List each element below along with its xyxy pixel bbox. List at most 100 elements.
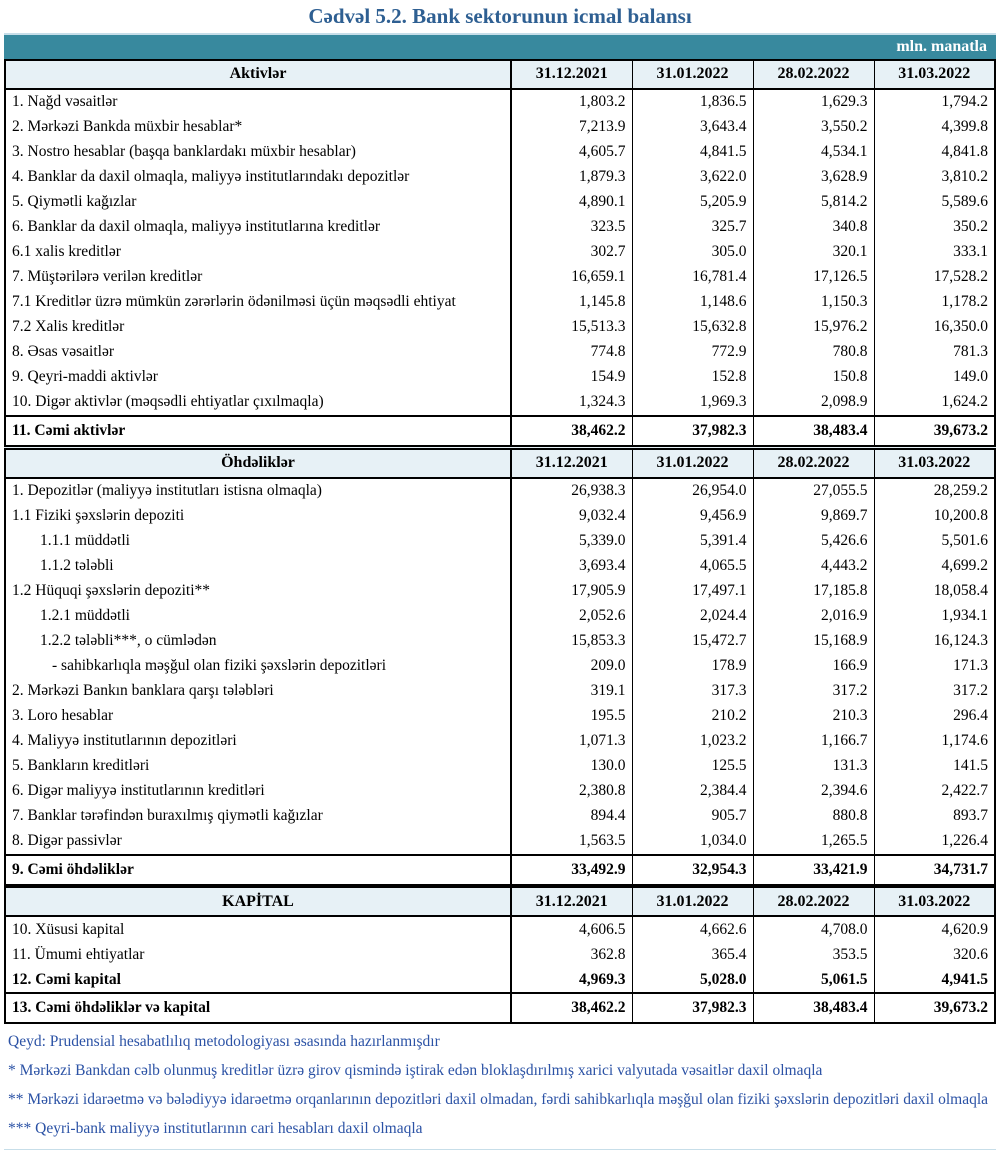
cell-value: 33,492.9 [510,853,632,885]
table-row: 8. Əsas vəsaitlər 774.8 772.9 780.8 781.3 [5,339,995,365]
cell-value: 3,550.2 [752,114,874,140]
table-row: 1. Depozitlər (maliyyə institutları isti… [5,477,995,504]
header-row: KAPİTAL 31.12.2021 31.01.2022 28.02.2022 31.… [5,887,995,918]
cell-value: 320.1 [752,239,874,265]
cell-value: 27,055.5 [752,477,874,504]
cell-value: 4,841.5 [631,139,753,165]
cell-value: 325.7 [631,214,753,240]
header-row: Öhdəliklər 31.12.2021 31.01.2022 28.02.2022… [5,448,995,479]
cell-value: 209.0 [510,653,632,679]
table-row: 11. Ümumi ehtiyatlar 362.8 365.4 353.5 320.6 [5,942,995,968]
cell-value: 1,265.5 [752,828,874,855]
column-header: 28.02.2022 [752,887,874,918]
cell-value: 323.5 [510,214,632,240]
cell-value: 2,052.6 [510,603,632,629]
row-label: 5. Bankların kreditləri [5,753,511,779]
footnote: * Mərkəzi Bankdan cəlb olunmuş kreditlər… [8,1062,823,1080]
cell-value: 4,065.5 [631,553,753,579]
table-row: 1.2.2 tələbli***, o cümlədən 15,853.3 15,4… [5,628,995,654]
cell-value: 302.7 [510,239,632,265]
cell-value: 4,534.1 [752,139,874,165]
cell-value: 39,673.2 [873,414,995,446]
row-label: 9. Cəmi öhdəliklər [5,853,511,885]
cell-value: 15,976.2 [752,314,874,340]
footnotes: Qeyd: Prudensial hesabatlılıq metodologi… [0,1024,1000,1149]
table-row: 1.1 Fiziki şəxslərin depoziti 9,032.4 9,45… [5,503,995,529]
cell-value: 1,624.2 [873,389,995,416]
cell-value: 317.2 [752,678,874,704]
row-label: 5. Qiymətli kağızlar [5,189,511,215]
cell-value: 1,148.6 [631,289,753,315]
cell-value: 317.3 [631,678,753,704]
cell-value: 4,662.6 [631,916,753,943]
cell-value: 16,659.1 [510,264,632,290]
row-label: 8. Əsas vəsaitlər [5,339,511,365]
table-row: 7. Banklar tərəfindən buraxılmış qiymətl… [5,803,995,829]
row-label: 8. Digər passivlər [5,828,511,855]
cell-value: 1,166.7 [752,728,874,754]
column-header: 31.01.2022 [631,448,753,479]
row-label: 11. Ümumi ehtiyatlar [5,942,511,968]
table-row: 7.2 Xalis kreditlər 15,513.3 15,632.8 15,97… [5,314,995,340]
page-title: Cədvəl 5.2. Bank sektorunun icmal balans… [308,4,692,28]
cell-value: 17,905.9 [510,578,632,604]
table-row: 13. Cəmi öhdəliklər və kapital 38,462.2 37… [5,992,995,1024]
row-label: 1. Depozitlər (maliyyə institutları isti… [5,477,511,504]
row-label: - sahibkarlıqla məşğul olan fiziki şəxsl… [5,653,511,679]
liabilities-table: Öhdəliklər 31.12.2021 31.01.2022 28.02.2022… [4,447,996,886]
cell-value: 353.5 [752,942,874,968]
cell-value: 1,324.3 [510,389,632,416]
cell-value: 893.7 [873,803,995,829]
cell-value: 4,399.8 [873,114,995,140]
footnote: ** Mərkəzi idarəetmə və bələdiyyə idarəe… [8,1091,989,1109]
table-row: 5. Bankların kreditləri 130.0 125.5 131.3 14… [5,753,995,779]
cell-value: 5,205.9 [631,189,753,215]
cell-value: 2,384.4 [631,778,753,804]
cell-value: 1,934.1 [873,603,995,629]
cell-value: 38,483.4 [752,992,874,1024]
table-row: 8. Digər passivlər 1,563.5 1,034.0 1,265.5 1… [5,828,995,855]
column-header: 31.03.2022 [873,448,995,479]
column-header: 31.12.2021 [510,59,632,90]
table-row: 6. Digər maliyyə institutlarının kreditl… [5,778,995,804]
table-row: 2. Mərkəzi Bankda müxbir hesablar* 7,213.… [5,114,995,140]
column-header: 31.01.2022 [631,887,753,918]
cell-value: 15,472.7 [631,628,753,654]
table-row: 10. Xüsusi kapital 4,606.5 4,662.6 4,708.0 4… [5,916,995,943]
row-label: 2. Mərkəzi Bankın banklara qarşı tələblə… [5,678,511,704]
cell-value: 37,982.3 [631,414,753,446]
cell-value: 2,394.6 [752,778,874,804]
cell-value: 1,071.3 [510,728,632,754]
column-header: 28.02.2022 [752,59,874,90]
cell-value: 37,982.3 [631,992,753,1024]
table-row: 6. Banklar da daxil olmaqla, maliyyə ins… [5,214,995,240]
cell-value: 131.3 [752,753,874,779]
cell-value: 5,589.6 [873,189,995,215]
cell-value: 880.8 [752,803,874,829]
table-row: 9. Cəmi öhdəliklər 33,492.9 32,954.3 33,421… [5,853,995,885]
cell-value: 1,178.2 [873,289,995,315]
cell-value: 15,513.3 [510,314,632,340]
cell-value: 38,462.2 [510,414,632,446]
table-row: 5. Qiymətli kağızlar 4,890.1 5,205.9 5,814.… [5,189,995,215]
cell-value: 3,693.4 [510,553,632,579]
cell-value: 1,629.3 [752,88,874,115]
cell-value: 5,391.4 [631,528,753,554]
row-label: 7.2 Xalis kreditlər [5,314,511,340]
cell-value: 5,339.0 [510,528,632,554]
cell-value: 4,969.3 [510,967,632,994]
cell-value: 178.9 [631,653,753,679]
cell-value: 38,462.2 [510,992,632,1024]
section-header: Öhdəliklər [5,448,511,479]
cell-value: 17,497.1 [631,578,753,604]
row-label: 7. Müştərilərə verilən kreditlər [5,264,511,290]
cell-value: 317.2 [873,678,995,704]
row-label: 9. Qeyri-maddi aktivlər [5,364,511,390]
cell-value: 4,890.1 [510,189,632,215]
column-header: 31.03.2022 [873,59,995,90]
row-label: 7. Banklar tərəfindən buraxılmış qiymətl… [5,803,511,829]
cell-value: 15,853.3 [510,628,632,654]
cell-value: 15,168.9 [752,628,874,654]
table-row: 6.1 xalis kreditlər 302.7 305.0 320.1 333.1 [5,239,995,265]
section-header: Aktivlər [5,59,511,90]
